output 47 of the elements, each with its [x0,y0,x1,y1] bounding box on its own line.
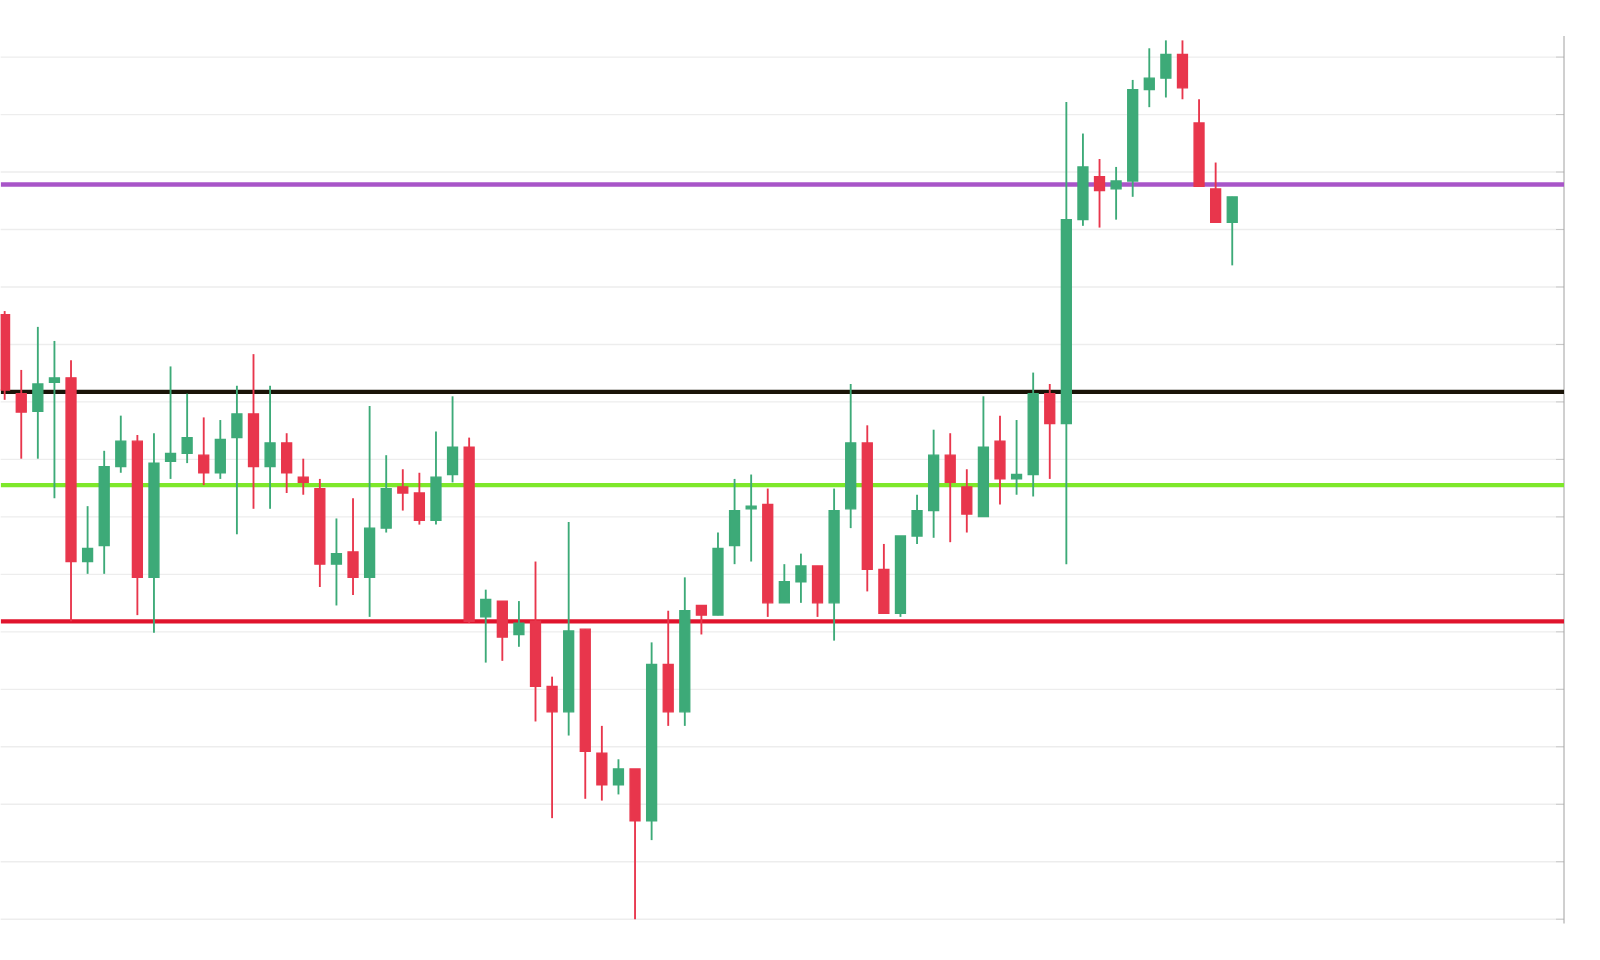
candlestick [32,326,44,460]
candlestick [430,430,442,526]
candlestick [1110,166,1122,221]
candlestick [513,600,525,648]
candlestick [1093,158,1106,229]
candlestick [811,565,824,619]
candlestick [181,392,193,465]
candlestick [994,414,1006,506]
candlestick [231,385,243,536]
candlestick [1143,47,1155,109]
candlestick [281,432,293,495]
candlestick [297,457,309,496]
candlestick [778,563,790,604]
candlestick [1044,383,1056,481]
candlestick [81,505,94,575]
candlestick [214,419,226,481]
candlestick [662,609,674,727]
candlestick [446,395,459,484]
candlestick [347,497,359,597]
candlestick [496,600,508,662]
candlestick [198,416,210,487]
candlestick [264,385,276,510]
candlestick [944,432,956,544]
candlestick [911,493,923,546]
candlestick [546,675,558,820]
candlestick [695,604,708,636]
candlestick [164,365,177,481]
candlestick [397,468,409,512]
candlestick [480,588,492,664]
candlestick [1226,196,1238,267]
candlestick [48,340,61,500]
candlestick [795,552,807,604]
candlestick [15,369,27,460]
candlestick [330,517,343,607]
candlestick [380,454,392,534]
candlestick [596,725,608,802]
candlestick [413,472,426,526]
candlestick [961,468,973,534]
candlestick [878,543,890,615]
candlestick [115,414,127,474]
candlestick [745,473,757,563]
candlestick [1010,419,1023,496]
candlestick [1176,39,1189,101]
candlestick [1209,161,1222,224]
candlestick [1160,39,1172,99]
candlestick [612,758,625,796]
candlestick [728,478,741,566]
